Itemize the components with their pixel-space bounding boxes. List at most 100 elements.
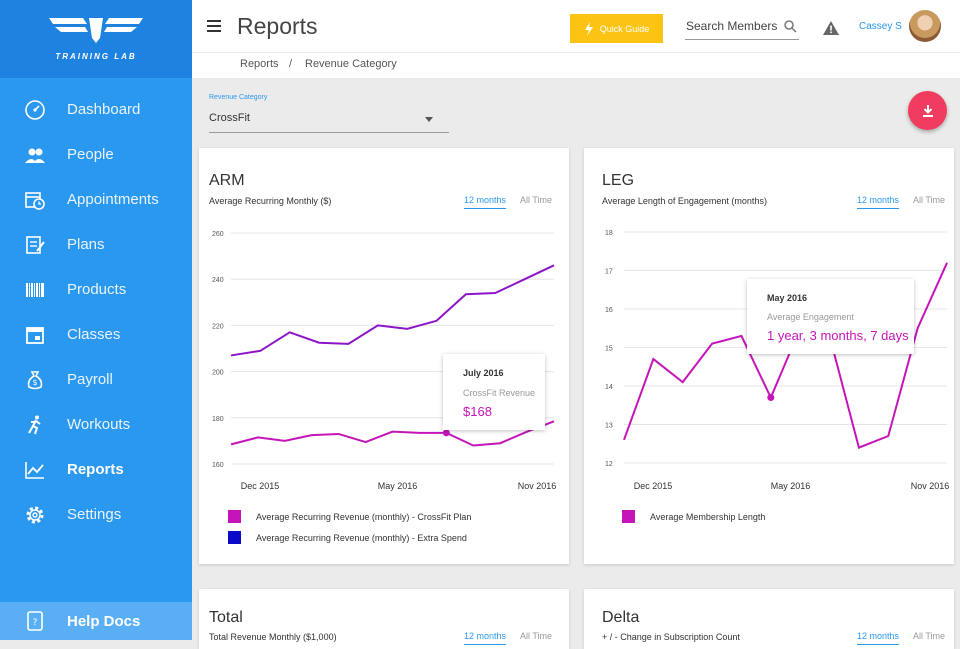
tooltip-value: 1 year, 3 months, 7 days <box>767 328 909 343</box>
svg-text:?: ? <box>33 618 38 628</box>
total-tab-12-months[interactable]: 12 months <box>464 631 507 645</box>
lightning-icon <box>584 21 593 36</box>
delta-tab-all-time[interactable]: All Time <box>913 631 946 641</box>
breadcrumb-reports[interactable]: Reports <box>240 58 279 70</box>
x-tick-label: Nov 2016 <box>911 481 950 491</box>
sidebar-item-label: Payroll <box>67 371 113 388</box>
sidebar-item-settings[interactable]: Settings <box>0 492 192 537</box>
sidebar-item-label: People <box>67 146 114 163</box>
arm-tab-all-time[interactable]: All Time <box>520 195 553 205</box>
arm-card: ARM Average Recurring Monthly ($) 12 mon… <box>199 148 569 564</box>
x-tick-label: Dec 2015 <box>241 481 280 491</box>
chevron-down-icon <box>425 117 433 122</box>
y-tick-label: 14 <box>605 384 613 391</box>
sidebar-item-classes[interactable]: Classes <box>0 312 192 357</box>
series-line <box>623 262 948 449</box>
logo[interactable]: TRAINING LAB <box>0 0 192 78</box>
leg-tooltip: May 2016 Average Engagement 1 year, 3 mo… <box>747 279 914 354</box>
y-tick-label: 200 <box>212 370 224 377</box>
y-tick-label: 12 <box>605 461 613 468</box>
sidebar-item-label: Dashboard <box>67 101 141 118</box>
leg-tab-12-months[interactable]: 12 months <box>857 195 900 209</box>
top-bar: Reports Quick Guide Search Members Casse… <box>192 0 960 52</box>
revenue-category-select[interactable]: CrossFit <box>209 108 449 133</box>
y-tick-label: 240 <box>212 277 224 284</box>
y-tick-label: 18 <box>605 230 613 237</box>
x-tick-label: Dec 2015 <box>634 481 673 491</box>
tooltip-title: May 2016 <box>767 293 808 303</box>
y-tick-label: 15 <box>605 346 613 353</box>
series-line <box>230 420 555 447</box>
svg-text:$: $ <box>32 378 37 387</box>
legend-item: Average Recurring Revenue (monthly) - Cr… <box>228 510 471 523</box>
total-subtitle: Total Revenue Monthly ($1,000) <box>209 632 337 642</box>
sidebar-item-label: Settings <box>67 506 122 523</box>
leg-card: LEG Average Length of Engagement (months… <box>584 148 954 564</box>
sidebar: TRAINING LAB Dashboard People Appointmen… <box>0 0 192 640</box>
user-name[interactable]: Cassey S <box>859 21 902 32</box>
arm-chart: 260 240 220 200 180 160 Dec 2015 May 2016 Nov 20… <box>212 231 557 491</box>
quick-guide-label: Quick Guide <box>599 23 650 34</box>
sidebar-item-dashboard[interactable]: Dashboard <box>0 87 192 132</box>
arm-tooltip: July 2016 CrossFit Revenue $168 <box>443 354 545 430</box>
x-tick-label: May 2016 <box>771 481 811 491</box>
money-bag-icon: $ <box>24 369 46 391</box>
search-input[interactable]: Search Members <box>685 17 799 40</box>
search-icon[interactable] <box>784 20 797 33</box>
y-tick-label: 220 <box>212 323 224 330</box>
sidebar-item-products[interactable]: Products <box>0 267 192 312</box>
warning-icon[interactable] <box>823 21 839 35</box>
brand-name: TRAINING LAB <box>55 52 137 61</box>
avatar[interactable] <box>909 10 941 42</box>
sidebar-item-label: Plans <box>67 236 105 253</box>
delta-card: Delta + / - Change in Subscription Count… <box>584 589 954 649</box>
x-tick-label: May 2016 <box>378 481 418 491</box>
y-tick-label: 260 <box>212 231 224 238</box>
breadcrumb-current: Revenue Category <box>305 58 397 70</box>
sidebar-item-label: Workouts <box>67 416 131 433</box>
search-placeholder: Search Members <box>686 19 778 33</box>
y-tick-label: 160 <box>212 462 224 469</box>
y-tick-label: 180 <box>212 416 224 423</box>
appointments-icon <box>24 189 46 211</box>
download-icon <box>922 104 933 117</box>
sidebar-item-plans[interactable]: Plans <box>0 222 192 267</box>
barcode-icon <box>24 279 46 301</box>
page-title: Reports <box>237 13 318 39</box>
people-icon <box>24 144 46 166</box>
help-docs-link[interactable]: ? Help Docs <box>0 602 192 640</box>
x-tick-label: Nov 2016 <box>518 481 557 491</box>
arm-subtitle: Average Recurring Monthly ($) <box>209 196 332 206</box>
tooltip-title: July 2016 <box>463 368 504 378</box>
leg-chart: 18 17 16 15 14 13 12 Dec 2015 May 2016 Nov 2016 <box>605 230 950 491</box>
sidebar-item-people[interactable]: People <box>0 132 192 177</box>
y-tick-label: 13 <box>605 423 613 430</box>
sidebar-item-label: Products <box>67 281 127 298</box>
leg-title: LEG <box>602 172 635 189</box>
sidebar-item-workouts[interactable]: Workouts <box>0 402 192 447</box>
sidebar-item-payroll[interactable]: $ Payroll <box>0 357 192 402</box>
total-tab-all-time[interactable]: All Time <box>520 631 553 641</box>
legend-label: Average Recurring Revenue (monthly) - Ex… <box>256 532 467 543</box>
total-card: Total Total Revenue Monthly ($1,000) 12 … <box>199 589 569 649</box>
dashboard-icon <box>24 99 46 121</box>
legend-swatch <box>228 510 241 523</box>
menu-icon[interactable] <box>207 20 221 35</box>
leg-tab-all-time[interactable]: All Time <box>913 195 946 205</box>
total-title: Total <box>209 609 243 626</box>
download-button[interactable] <box>908 91 947 130</box>
calendar-icon <box>24 324 46 346</box>
legend-item: Average Recurring Revenue (monthly) - Ex… <box>228 531 467 544</box>
quick-guide-button[interactable]: Quick Guide <box>570 14 663 43</box>
filter-value: CrossFit <box>209 112 250 124</box>
delta-tab-12-months[interactable]: 12 months <box>857 631 900 645</box>
plans-icon <box>24 234 46 256</box>
data-point-marker <box>767 394 775 402</box>
sidebar-item-reports[interactable]: Reports <box>0 447 192 492</box>
arm-tab-12-months[interactable]: 12 months <box>464 195 507 209</box>
tooltip-value: $168 <box>463 404 492 419</box>
sidebar-item-appointments[interactable]: Appointments <box>0 177 192 222</box>
breadcrumb: Reports / Revenue Category <box>192 52 960 78</box>
legend-swatch <box>228 531 241 544</box>
gear-icon <box>24 504 46 526</box>
